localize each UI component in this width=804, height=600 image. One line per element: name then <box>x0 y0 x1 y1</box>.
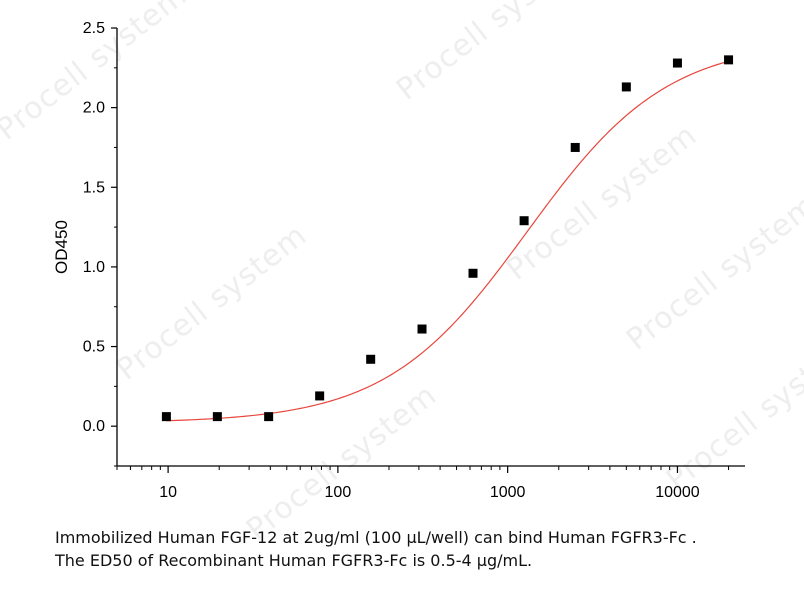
y-tick-label: 1.0 <box>83 259 105 276</box>
data-point <box>417 324 427 334</box>
y-tick-label: 0.0 <box>83 418 105 435</box>
chart-axes: 0.0 0.5 1.0 1.5 2.0 2.5 10 100 1000 10000 <box>83 20 745 501</box>
data-point <box>366 354 376 364</box>
y-tick-label: 1.5 <box>83 179 105 196</box>
caption-line-2: The ED50 of Recombinant Human FGFR3-Fc i… <box>55 551 533 570</box>
chart: 0.0 0.5 1.0 1.5 2.0 2.5 10 100 1000 10000 OD450 <box>52 20 745 501</box>
data-point <box>724 55 734 65</box>
x-tick-label: 10 <box>159 484 177 501</box>
fit-curve <box>166 60 729 422</box>
data-points <box>161 55 734 422</box>
x-tick-label: 10000 <box>655 484 700 501</box>
y-tick-label: 2.5 <box>83 20 105 37</box>
x-tick-label: 100 <box>325 484 352 501</box>
data-point <box>264 412 274 422</box>
data-point <box>621 82 631 92</box>
fit-curve-group <box>166 60 729 422</box>
caption-line-1: Immobilized Human FGF-12 at 2ug/ml (100 … <box>55 528 697 547</box>
data-point <box>212 412 222 422</box>
data-point <box>672 58 682 68</box>
y-tick-label: 2.0 <box>83 100 105 117</box>
data-point <box>468 268 478 278</box>
data-point <box>570 142 580 152</box>
x-tick-label: 1000 <box>490 484 526 501</box>
data-point <box>161 412 171 422</box>
y-axis-label: OD450 <box>52 220 71 274</box>
y-tick-label: 0.5 <box>83 339 105 356</box>
data-point <box>519 216 529 226</box>
figure-caption: Immobilized Human FGF-12 at 2ug/ml (100 … <box>55 526 795 572</box>
data-point <box>315 391 325 401</box>
